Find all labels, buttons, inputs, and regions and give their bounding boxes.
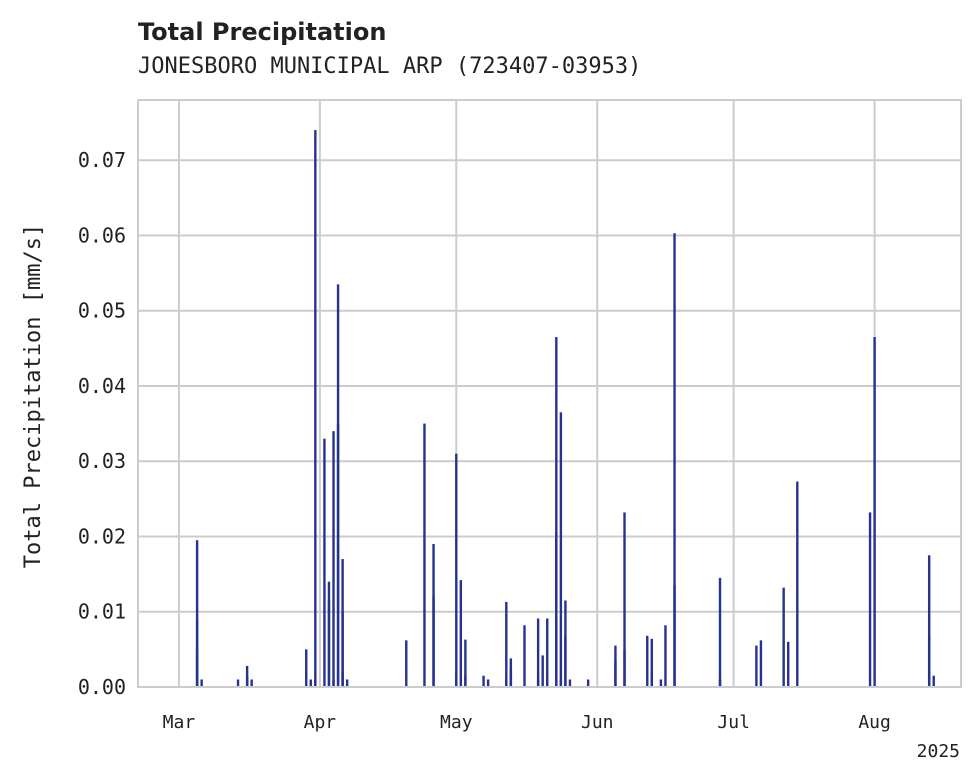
precipitation-bar	[755, 645, 758, 687]
precipitation-bar	[486, 679, 490, 687]
precipitation-bar	[782, 587, 785, 687]
y-tick-label: 0.03	[78, 449, 126, 473]
precipitation-bar	[623, 512, 626, 687]
precipitation-bar	[559, 412, 563, 687]
precipitation-bar	[505, 679, 508, 687]
precipitation-bar	[341, 671, 344, 687]
precipitation-bar	[718, 577, 722, 687]
precipitation-bar	[309, 679, 312, 687]
precipitation-bar	[336, 284, 340, 687]
chart-subtitle: JONESBORO MUNICIPAL ARP (723407-03953)	[138, 54, 641, 79]
precipitation-bar	[459, 580, 463, 687]
precipitation-bar	[509, 668, 513, 687]
precipitation-bar	[927, 555, 931, 687]
precipitation-bar	[432, 596, 435, 687]
precipitation-bar	[546, 618, 549, 687]
x-tick-label: Jul	[717, 712, 750, 733]
precipitation-bar	[659, 679, 663, 687]
precipitation-bar	[523, 625, 526, 687]
y-axis-label: Total Precipitation [mm/s]	[21, 224, 46, 568]
precipitation-bar	[482, 675, 485, 687]
chart-title: Total Precipitation	[138, 18, 386, 46]
precipitation-bar	[305, 649, 308, 687]
bar-series	[195, 130, 935, 688]
precipitation-bar	[455, 671, 458, 687]
precipitation-bar	[236, 679, 240, 687]
precipitation-bar	[718, 679, 722, 687]
precipitation-bar	[614, 660, 617, 687]
precipitation-bar	[505, 601, 508, 687]
precipitation-bar	[868, 512, 872, 687]
precipitation-bar	[646, 635, 649, 687]
precipitation-bar	[796, 481, 799, 687]
precipitation-bar	[327, 600, 331, 687]
precipitation-bar	[586, 679, 590, 687]
x-axis-ticks: Mar Apr May Jun Jul Aug	[163, 712, 891, 733]
precipitation-bar	[546, 679, 549, 687]
precipitation-bar	[932, 675, 935, 687]
precipitation-bar	[464, 675, 467, 687]
x-tick-label: Jun	[581, 712, 614, 733]
precipitation-bar	[664, 625, 667, 687]
x-axis-year-label: 2025	[917, 741, 960, 762]
y-tick-label: 0.05	[78, 299, 126, 323]
grid-lines	[138, 100, 961, 688]
precipitation-bar	[245, 675, 249, 687]
precipitation-bar	[650, 671, 654, 687]
precipitation-bar	[423, 423, 426, 687]
y-tick-label: 0.01	[78, 600, 126, 624]
precipitation-bar	[341, 611, 344, 687]
precipitation-bar	[650, 638, 654, 687]
precipitation-bar	[200, 679, 203, 687]
precipitation-bar	[568, 679, 572, 687]
precipitation-bar	[536, 679, 540, 687]
precipitation-bar	[314, 130, 317, 688]
precipitation-bar	[405, 640, 408, 687]
precipitation-bar	[455, 453, 458, 687]
precipitation-bar	[314, 679, 317, 687]
precipitation-bar	[536, 618, 540, 687]
y-tick-label: 0.07	[78, 148, 126, 172]
precipitation-bar	[332, 431, 335, 687]
precipitation-bar	[623, 649, 626, 687]
precipitation-bar	[345, 679, 349, 687]
x-tick-label: May	[440, 712, 473, 733]
precipitation-bar	[323, 438, 326, 687]
precipitation-bar	[555, 337, 558, 687]
y-axis-ticks: 0.00 0.01 0.02 0.03 0.04 0.05 0.06 0.07	[78, 148, 126, 699]
x-tick-label: Aug	[858, 712, 891, 733]
precipitation-bar	[250, 679, 253, 687]
y-tick-label: 0.00	[78, 675, 126, 699]
x-tick-label: Mar	[163, 712, 196, 733]
precipitation-bar	[541, 655, 544, 687]
precipitation-bar	[195, 540, 199, 687]
precipitation-bar	[873, 337, 876, 687]
precipitation-bar	[464, 639, 467, 687]
precipitation-bar	[673, 585, 676, 687]
precipitation-bar	[759, 640, 763, 687]
x-tick-label: Apr	[304, 712, 337, 733]
y-tick-label: 0.02	[78, 524, 126, 548]
plot-frame	[137, 99, 962, 688]
precipitation-bar	[673, 233, 676, 687]
precipitation-bar	[787, 641, 790, 687]
y-tick-label: 0.04	[78, 374, 126, 398]
precipitation-bar	[564, 635, 567, 687]
y-tick-label: 0.06	[78, 223, 126, 247]
